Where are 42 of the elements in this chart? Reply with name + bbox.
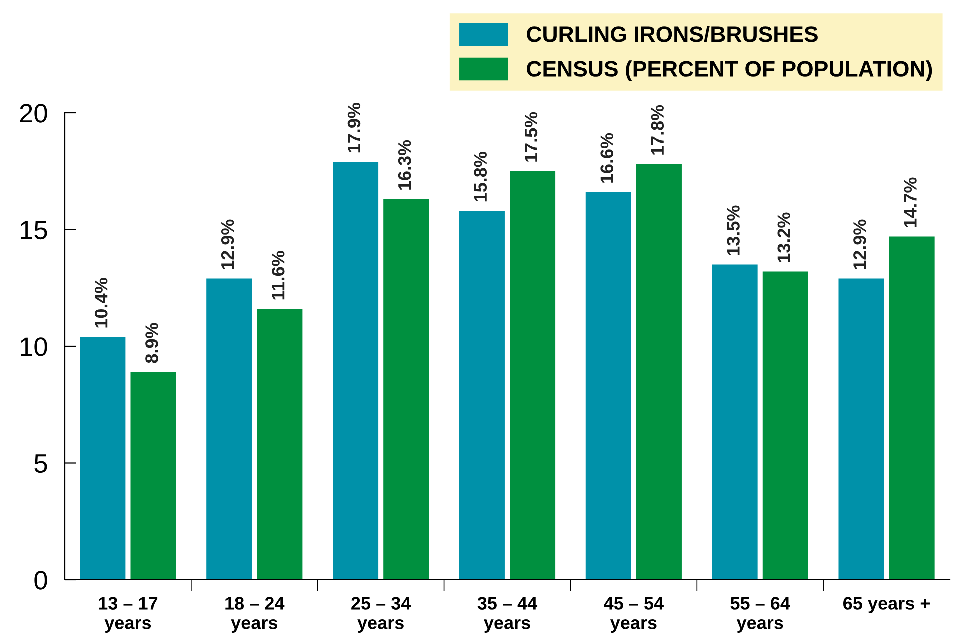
- legend-label: CENSUS (PERCENT OF POPULATION): [527, 60, 932, 82]
- y-tick-label: 20: [20, 104, 48, 123]
- data-label: 17.8%: [651, 105, 664, 155]
- x-tick-label: 65 years +: [844, 597, 930, 614]
- y-tick-label: 5: [34, 454, 48, 474]
- bar: [206, 278, 252, 580]
- data-label: 13.5%: [727, 206, 740, 256]
- data-label: 8.9%: [146, 323, 158, 364]
- data-label: 15.8%: [474, 152, 488, 202]
- data-label: 12.9%: [854, 220, 866, 270]
- bar: [80, 337, 126, 580]
- x-tick-label: 35 – 44 years: [478, 597, 538, 633]
- x-tick-label: 45 – 54 years: [604, 597, 664, 633]
- x-tick-label: 18 – 24 years: [226, 597, 285, 633]
- y-tick-label: 0: [34, 571, 48, 590]
- data-label: 13.2%: [778, 212, 791, 262]
- data-label: 17.5%: [524, 112, 538, 162]
- data-label: 16.6%: [600, 133, 614, 183]
- data-label: 16.3%: [398, 140, 412, 190]
- x-tick-label: 55 – 64 years: [730, 597, 790, 633]
- bar: [712, 264, 758, 580]
- bar: [838, 278, 884, 580]
- bar: [636, 164, 682, 580]
- bar: [762, 272, 808, 580]
- bar: [889, 236, 935, 580]
- bar: [257, 309, 303, 580]
- data-label: 17.9%: [348, 102, 361, 153]
- bar: [130, 372, 176, 580]
- bar: [586, 192, 632, 580]
- data-label: 10.4%: [94, 278, 108, 328]
- bar: [384, 199, 430, 580]
- data-label: 14.7%: [904, 178, 917, 228]
- bar: [333, 162, 379, 580]
- y-tick-label: 10: [20, 338, 48, 356]
- data-label: 11.6%: [272, 251, 285, 300]
- x-tick-label: 25 – 34 years: [352, 597, 412, 633]
- bar: [459, 211, 505, 580]
- x-tick-label: 13 – 17 years: [99, 597, 158, 633]
- bar: [510, 171, 556, 580]
- y-tick-label: 15: [20, 221, 48, 240]
- legend-label: CURLING IRONS/BRUSHES: [527, 26, 818, 43]
- data-label: 12.9%: [221, 220, 234, 270]
